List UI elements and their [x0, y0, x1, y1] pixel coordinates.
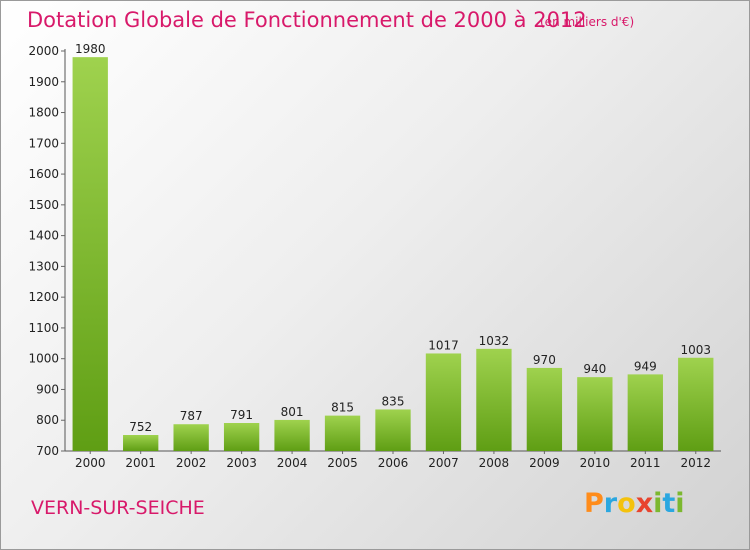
x-tick-label: 2000: [75, 456, 106, 470]
y-tick-label: 1300: [28, 259, 59, 273]
y-tick-label: 1600: [28, 167, 59, 181]
logo-letter: r: [603, 488, 618, 519]
commune-name: VERN-SUR-SEICHE: [31, 497, 205, 519]
bar-2005: [324, 415, 361, 451]
y-tick-label: 1800: [28, 106, 59, 120]
bar-2001: [123, 435, 159, 451]
y-tick-label: 700: [36, 444, 59, 458]
bar-2004: [274, 419, 310, 451]
bar-2003: [223, 423, 260, 451]
logo-letter: o: [617, 488, 636, 519]
bar-2007: [425, 353, 462, 451]
y-tick-label: 1200: [28, 290, 59, 304]
data-label: 1032: [479, 334, 510, 348]
data-label: 1003: [680, 343, 711, 357]
y-tick-label: 1500: [28, 198, 59, 212]
bar-2008: [476, 348, 512, 451]
data-label: 1980: [75, 42, 106, 56]
x-tick-label: 2002: [176, 456, 207, 470]
proxiti-logo: Proxiti: [584, 488, 685, 519]
data-label: 835: [382, 394, 405, 408]
x-tick-label: 2010: [580, 456, 611, 470]
x-tick-label: 2008: [479, 456, 510, 470]
logo-letter: i: [675, 488, 685, 519]
x-tick-label: 2001: [125, 456, 156, 470]
x-tick-label: 2012: [680, 456, 711, 470]
x-tick-label: 2006: [378, 456, 409, 470]
y-tick-label: 1700: [28, 136, 59, 150]
x-tick-label: 2004: [277, 456, 308, 470]
bar-2011: [627, 374, 663, 451]
data-label: 1017: [428, 338, 459, 352]
data-label: 791: [230, 408, 253, 422]
y-tick-label: 1900: [28, 75, 59, 89]
data-label: 949: [634, 359, 657, 373]
y-tick-label: 900: [36, 382, 59, 396]
data-label: 801: [281, 405, 304, 419]
bar-2012: [678, 357, 714, 451]
data-label: 970: [533, 353, 556, 367]
chart-unit: (en milliers d'€): [540, 15, 635, 29]
bar-2010: [577, 377, 613, 451]
chart-title: Dotation Globale de Fonctionnement de 20…: [27, 8, 587, 32]
y-tick-label: 2000: [28, 44, 59, 58]
bar-2009: [526, 367, 563, 451]
data-label: 940: [583, 362, 606, 376]
logo-letter: x: [635, 488, 654, 519]
bar-2002: [173, 424, 209, 451]
x-tick-label: 2011: [630, 456, 661, 470]
y-tick-label: 1400: [28, 229, 59, 243]
logo-letter: i: [653, 488, 663, 519]
y-tick-label: 1000: [28, 352, 59, 366]
x-tick-label: 2003: [226, 456, 257, 470]
data-label: 787: [180, 409, 203, 423]
y-tick-label: 1100: [28, 321, 59, 335]
bar-2000: [72, 57, 108, 452]
x-tick-label: 2007: [428, 456, 459, 470]
y-tick-label: 800: [36, 413, 59, 427]
data-label: 815: [331, 401, 354, 415]
logo-letter: t: [662, 488, 676, 519]
logo-letter: P: [584, 488, 604, 519]
bar-2006: [375, 409, 411, 451]
data-label: 752: [129, 420, 152, 434]
x-tick-label: 2009: [529, 456, 560, 470]
x-tick-label: 2005: [327, 456, 358, 470]
